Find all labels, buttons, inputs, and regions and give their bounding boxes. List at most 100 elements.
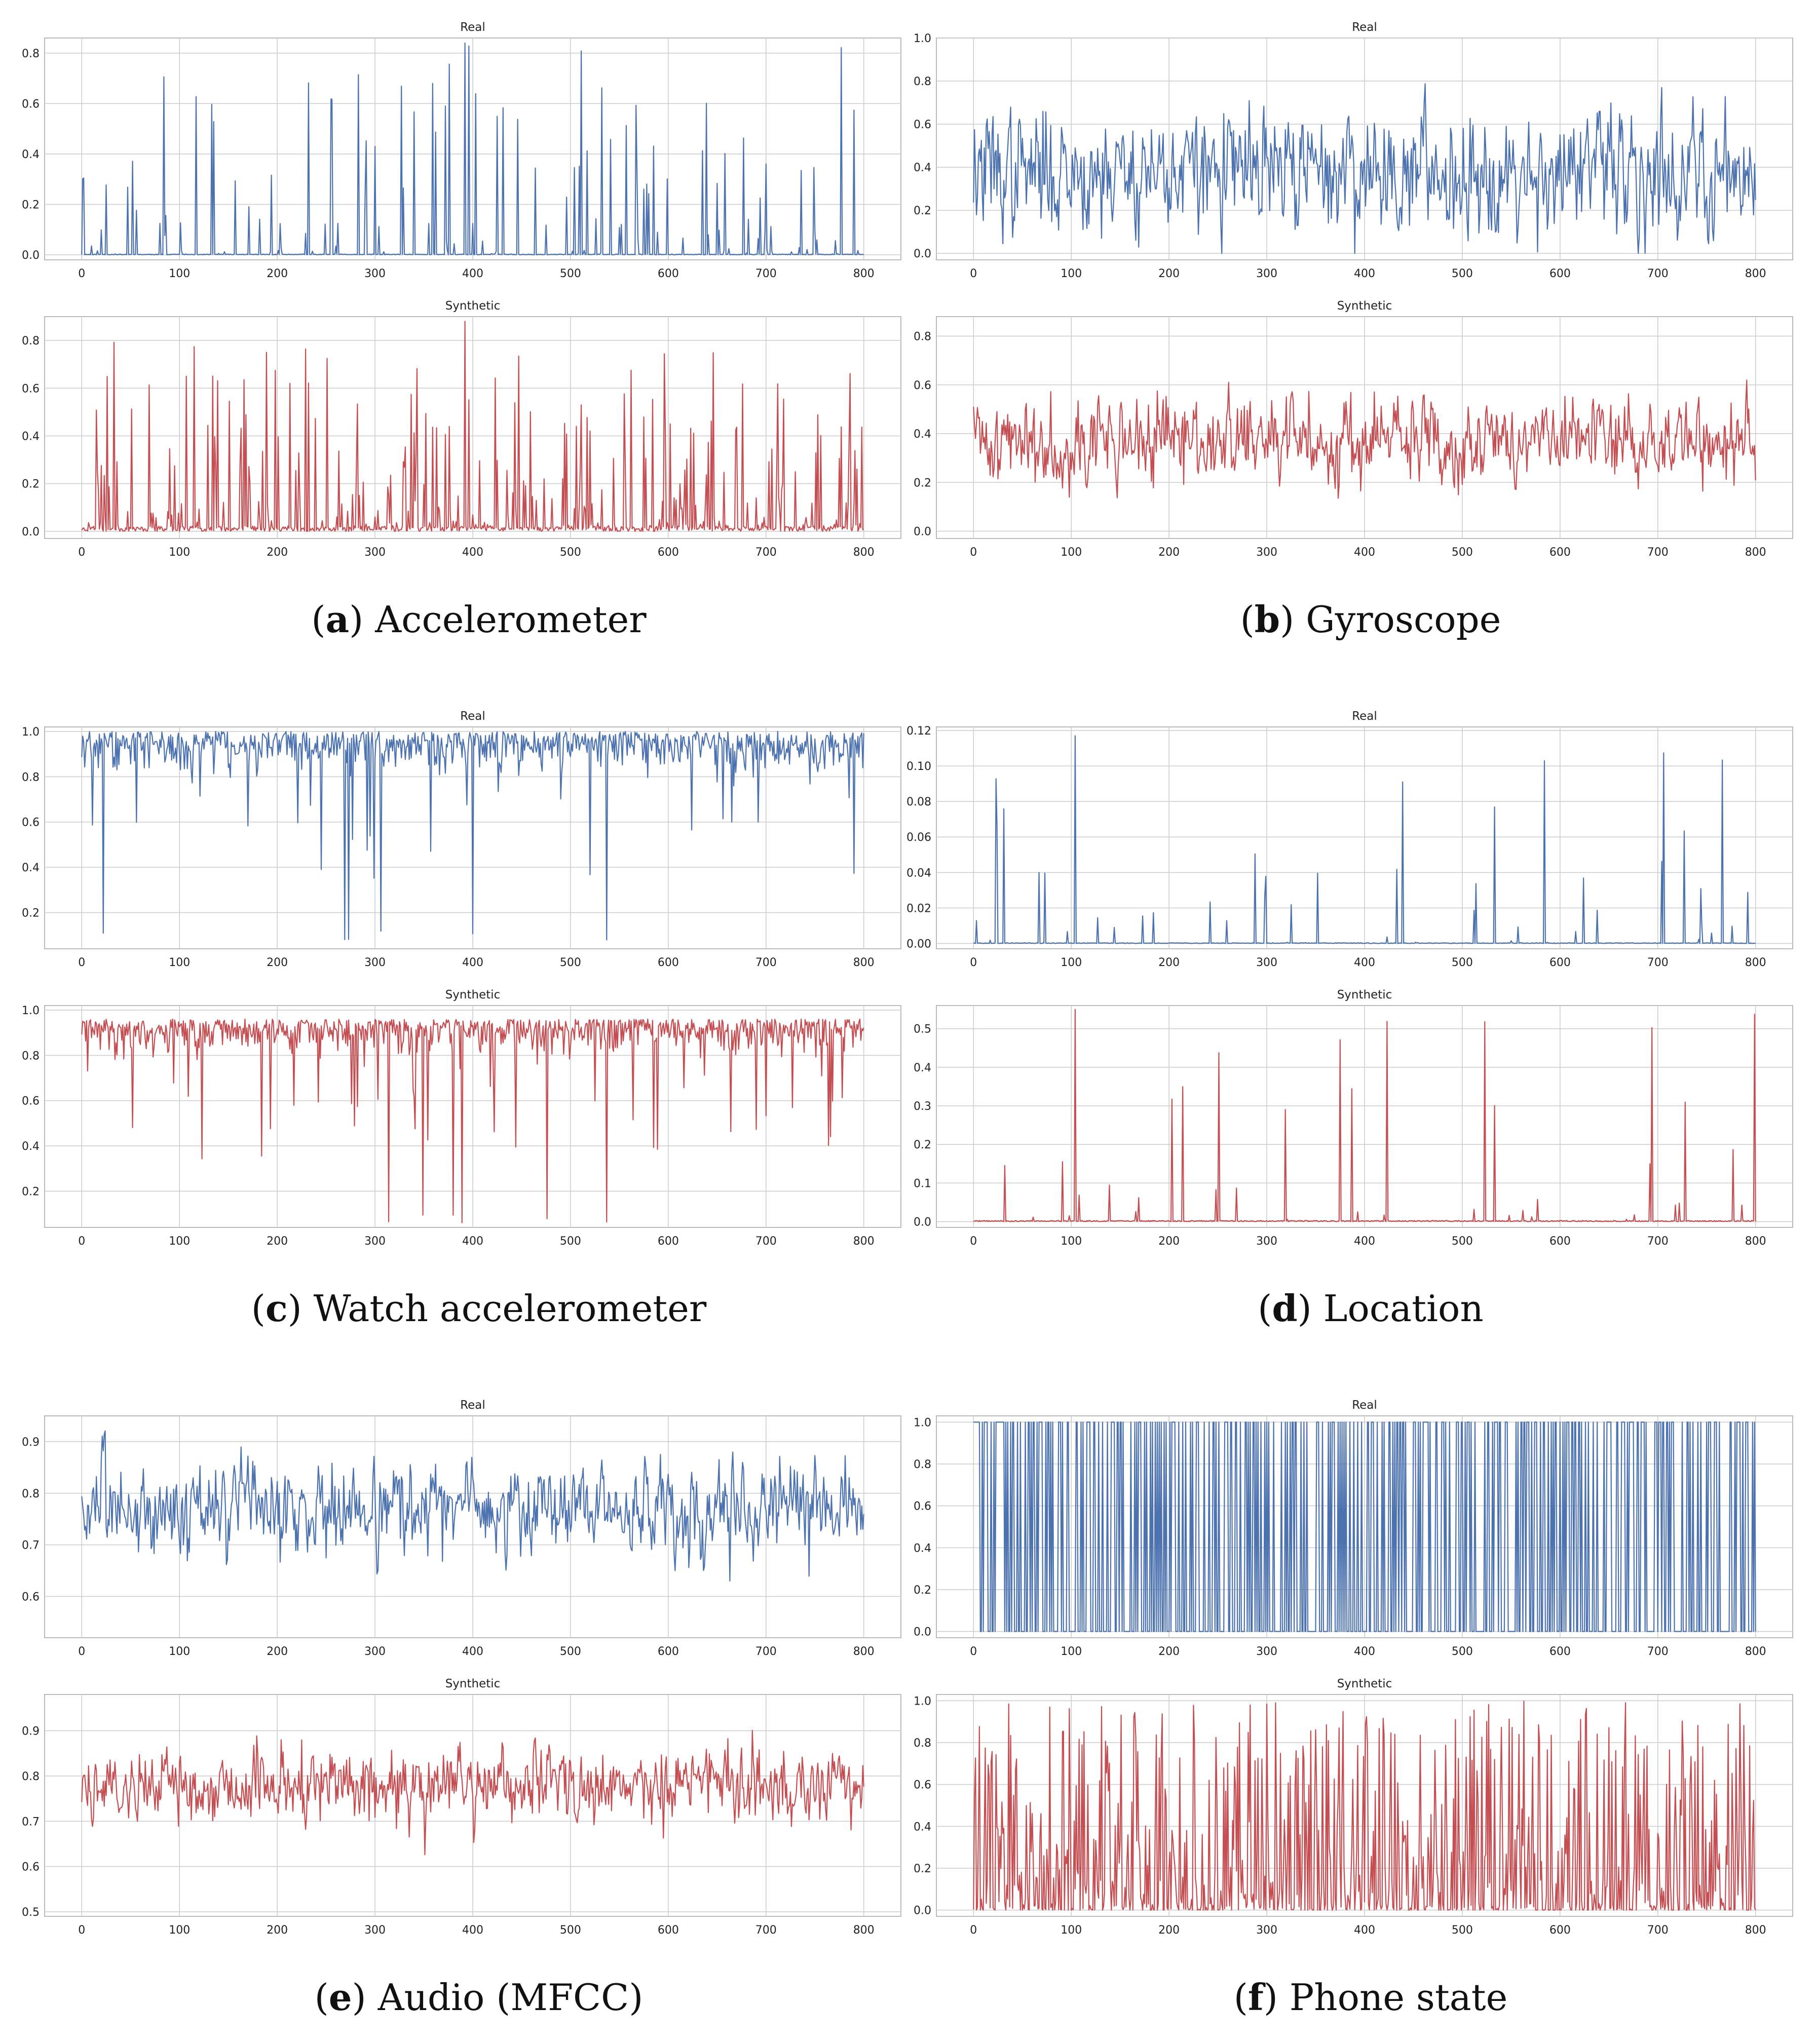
y-tick-label: 0.8 xyxy=(914,331,931,343)
x-tick-label: 600 xyxy=(1549,546,1571,559)
x-tick-label: 400 xyxy=(1354,267,1375,280)
y-tick-label: 0.6 xyxy=(22,1095,40,1108)
panel-title: Synthetic xyxy=(445,299,501,313)
y-tick-label: 0.6 xyxy=(914,1779,931,1792)
panel-title: Real xyxy=(1352,1399,1377,1412)
caption-letter: e xyxy=(328,1976,352,2019)
y-tick-label: 0.04 xyxy=(906,867,931,879)
x-tick-label: 100 xyxy=(1061,267,1082,280)
x-tick-label: 400 xyxy=(1354,1924,1375,1937)
x-tick-label: 300 xyxy=(364,956,386,969)
caption-text: Gyroscope xyxy=(1306,598,1501,641)
x-tick-label: 200 xyxy=(267,1924,288,1937)
x-tick-label: 400 xyxy=(1354,1235,1375,1248)
x-tick-label: 400 xyxy=(462,1645,483,1658)
x-tick-label: 600 xyxy=(658,546,679,559)
x-tick-label: 800 xyxy=(1745,1645,1766,1658)
x-tick-label: 300 xyxy=(1256,1924,1277,1937)
panel-title: Real xyxy=(1352,710,1377,723)
x-tick-label: 400 xyxy=(462,267,483,280)
y-tick-label: 0.0 xyxy=(914,526,931,538)
x-tick-label: 200 xyxy=(1158,1645,1180,1658)
x-tick-label: 500 xyxy=(560,1645,581,1658)
y-tick-label: 0.2 xyxy=(22,907,40,919)
y-tick-label: 0.4 xyxy=(914,1062,931,1074)
x-tick-label: 0 xyxy=(78,1645,85,1658)
series-line-real xyxy=(81,730,864,941)
caption-text: Audio (MFCC) xyxy=(377,1976,644,2019)
panel-title: Synthetic xyxy=(1337,988,1392,1001)
x-tick-label: 500 xyxy=(560,1235,581,1248)
x-tick-label: 700 xyxy=(1647,1235,1669,1248)
panel-c-real: Real 0 100 200 300 400 500 600 700 800 0.2 0.4 0.6 0.… xyxy=(22,710,901,969)
y-tick-label: 1.0 xyxy=(22,1005,40,1017)
x-tick-label: 0 xyxy=(970,1924,977,1937)
x-tick-label: 300 xyxy=(1256,956,1277,969)
y-tick-label: 0.06 xyxy=(906,831,931,844)
x-tick-label: 800 xyxy=(853,1924,875,1937)
x-tick-label: 100 xyxy=(1061,1645,1082,1658)
y-tick-label: 0.8 xyxy=(22,1488,40,1500)
x-tick-label: 0 xyxy=(78,267,85,280)
panel-b-syn: Synthetic 0 100 200 300 400 500 600 700 800 0.0 0.2… xyxy=(914,299,1793,559)
x-tick-label: 600 xyxy=(658,1924,679,1937)
caption-text: Watch accelerometer xyxy=(313,1287,707,1330)
panel-f-syn: Synthetic 0 100 200 300 400 500 600 700 800 0.0 0.2… xyxy=(914,1677,1793,1937)
y-tick-label: 0.5 xyxy=(914,1023,931,1036)
x-tick-label: 0 xyxy=(78,956,85,969)
x-tick-label: 200 xyxy=(267,546,288,559)
x-tick-label: 700 xyxy=(1647,1924,1669,1937)
x-tick-label: 700 xyxy=(1647,267,1669,280)
caption-letter: a xyxy=(325,598,350,641)
y-tick-label: 0.8 xyxy=(914,1737,931,1750)
x-tick-label: 600 xyxy=(658,267,679,280)
caption-c: (c) Watch accelerometer xyxy=(251,1287,707,1330)
x-tick-label: 400 xyxy=(1354,1645,1375,1658)
y-tick-label: 0.7 xyxy=(22,1539,40,1552)
x-tick-label: 300 xyxy=(1256,267,1277,280)
x-tick-label: 400 xyxy=(462,1924,483,1937)
y-tick-label: 0.4 xyxy=(22,430,40,443)
x-tick-label: 500 xyxy=(1452,267,1473,280)
x-tick-label: 600 xyxy=(658,1235,679,1248)
x-tick-label: 800 xyxy=(1745,1924,1766,1937)
y-tick-label: 0.8 xyxy=(22,335,40,348)
y-tick-label: 0.8 xyxy=(914,1458,931,1471)
y-tick-label: 0.02 xyxy=(906,902,931,915)
x-tick-label: 100 xyxy=(1061,956,1082,969)
y-tick-label: 0.5 xyxy=(22,1906,40,1919)
x-tick-label: 100 xyxy=(169,1924,190,1937)
x-tick-label: 500 xyxy=(560,267,581,280)
x-tick-label: 700 xyxy=(755,956,777,969)
caption-letter: f xyxy=(1247,1976,1264,2019)
y-tick-label: 0.4 xyxy=(914,162,931,174)
caption-e: (e) Audio (MFCC) xyxy=(314,1976,644,2019)
x-tick-label: 400 xyxy=(462,546,483,559)
x-tick-label: 300 xyxy=(364,546,386,559)
series-line-synthetic xyxy=(81,321,864,532)
x-tick-label: 300 xyxy=(364,1235,386,1248)
x-tick-label: 100 xyxy=(169,546,190,559)
y-tick-label: 0.2 xyxy=(914,205,931,217)
y-tick-label: 0.8 xyxy=(22,1770,40,1783)
y-tick-label: 0.2 xyxy=(914,1584,931,1597)
y-tick-label: 0.6 xyxy=(914,119,931,131)
caption-d: (d) Location xyxy=(1258,1287,1484,1330)
x-tick-label: 500 xyxy=(1452,1235,1473,1248)
x-tick-label: 600 xyxy=(1549,267,1571,280)
x-tick-label: 100 xyxy=(1061,546,1082,559)
series-line-real xyxy=(973,735,1756,944)
x-tick-label: 500 xyxy=(560,1924,581,1937)
series-line-synthetic xyxy=(81,1730,864,1856)
x-tick-label: 700 xyxy=(755,546,777,559)
y-tick-label: 0.6 xyxy=(914,379,931,392)
y-tick-label: 0.10 xyxy=(906,760,931,773)
x-tick-label: 600 xyxy=(1549,1924,1571,1937)
series-line-synthetic xyxy=(973,379,1756,499)
y-tick-label: 0.4 xyxy=(914,1542,931,1555)
y-tick-label: 1.0 xyxy=(914,1416,931,1429)
y-tick-label: 0.2 xyxy=(914,1139,931,1151)
x-tick-label: 500 xyxy=(1452,956,1473,969)
y-tick-label: 1.0 xyxy=(914,1695,931,1708)
